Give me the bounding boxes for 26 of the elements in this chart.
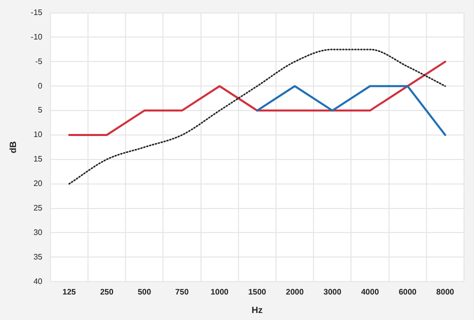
x-tick-label: 500	[138, 288, 152, 297]
line-series	[68, 48, 446, 185]
y-tick-label: 15	[33, 154, 43, 164]
x-axis-title: Hz	[252, 305, 264, 316]
x-tick-label: 4000	[361, 288, 380, 297]
x-tick-label: 125	[62, 288, 76, 297]
x-tick-label: 6000	[398, 288, 418, 297]
y-axis-title: dB	[8, 140, 18, 154]
y-tick-label: 30	[33, 228, 43, 237]
y-tick-label: 25	[33, 203, 43, 212]
x-tick-label: 2000	[286, 288, 304, 297]
y-tick-label: -10	[30, 32, 43, 42]
y-tick-label: 10	[33, 130, 43, 140]
y-tick-label: 20	[33, 179, 43, 188]
x-tick-label: 250	[100, 288, 114, 297]
x-tick-label: 1000	[210, 288, 230, 297]
y-tick-label: 5	[38, 106, 43, 115]
x-tick-label: 8000	[436, 288, 455, 297]
y-tick-label: -5	[35, 56, 43, 66]
x-tick-label: 750	[175, 288, 190, 297]
y-tick-label: 40	[33, 276, 43, 286]
y-tick-label: -15	[30, 8, 43, 18]
y-tick-label: 0	[38, 81, 43, 90]
x-tick-label: 1500	[248, 288, 267, 297]
x-tick-label: 3000	[323, 288, 342, 297]
y-tick-label: 35	[33, 252, 43, 262]
